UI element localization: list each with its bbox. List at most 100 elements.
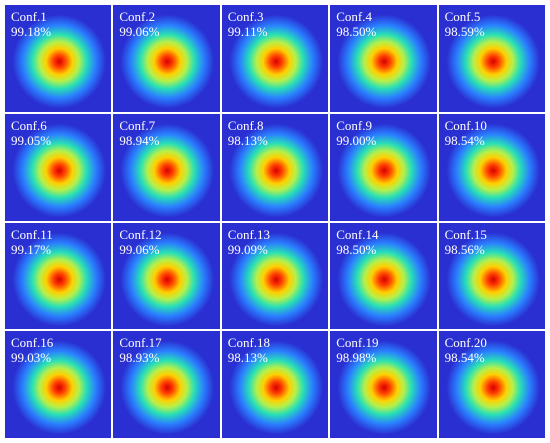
panel-label: Conf.20 98.54% (445, 335, 487, 365)
intensity-spot (438, 5, 545, 112)
heatmap-panel: Conf.19 98.98% (330, 331, 437, 438)
panel-label: Conf.17 98.93% (119, 335, 161, 365)
conf-label: Conf.1 (11, 9, 47, 24)
heatmap-panel: Conf.20 98.54% (438, 331, 545, 438)
intensity-spot (438, 113, 545, 221)
heatmap-panel: Conf.3 99.11% (221, 5, 329, 112)
heatmap-panel: Conf.16 99.03% (5, 331, 112, 438)
intensity-spot (438, 222, 545, 330)
percent-value: 98.54% (444, 350, 485, 366)
intensity-spot (221, 113, 329, 221)
panel-label: Conf.4 98.50% (336, 9, 376, 39)
heatmap-panel: Conf.5 98.59% (438, 5, 545, 112)
panel-label: Conf.11 99.17% (11, 227, 53, 257)
panel-label: Conf.15 98.56% (445, 227, 487, 257)
heatmap-panel: Conf.8 98.13% (221, 113, 329, 221)
heatmap-panel: Conf.13 99.09% (221, 222, 329, 330)
intensity-spot (113, 5, 220, 112)
conf-label: Conf.13 (227, 226, 271, 242)
conf-label: Conf.2 (119, 9, 156, 24)
intensity-spot (330, 222, 437, 330)
conf-label: Conf.18 (227, 335, 271, 351)
heatmap-panel: Conf.14 98.50% (330, 222, 437, 330)
conf-label: Conf.3 (227, 9, 264, 24)
percent-value: 98.93% (119, 350, 160, 366)
intensity-spot (330, 331, 437, 438)
conf-label: Conf.7 (119, 117, 156, 133)
panel-label: Conf.7 98.94% (119, 118, 159, 148)
heatmap-panel: Conf.17 98.93% (113, 331, 220, 438)
conf-label: Conf.6 (11, 117, 47, 133)
heatmap-panel: Conf.11 99.17% (5, 222, 112, 330)
intensity-spot (330, 5, 437, 112)
conf-label: Conf.5 (444, 9, 481, 24)
intensity-spot (5, 222, 112, 330)
heatmap-panel: Conf.15 98.56% (438, 222, 545, 330)
panel-label: Conf.13 99.09% (228, 227, 270, 257)
conf-label: Conf.9 (336, 117, 372, 133)
panel-label: Conf.9 99.00% (336, 118, 376, 148)
conf-label: Conf.12 (119, 226, 162, 242)
conf-label: Conf.17 (119, 335, 162, 351)
percent-value: 99.03% (11, 350, 52, 366)
intensity-spot (330, 113, 437, 221)
panel-label: Conf.19 98.98% (336, 335, 378, 365)
heatmap-panel: Conf.18 98.13% (221, 331, 329, 438)
heatmap-panel: Conf.10 98.54% (438, 113, 545, 221)
percent-value: 98.13% (227, 350, 268, 366)
panel-label: Conf.16 99.03% (11, 335, 53, 365)
percent-value: 99.09% (227, 241, 268, 257)
heatmap-grid: Conf.1 99.18% Conf.2 99.06% Conf.3 99.11% Conf… (5, 5, 545, 438)
conf-label: Conf.20 (444, 335, 487, 351)
percent-value: 98.13% (227, 132, 268, 148)
intensity-spot (5, 331, 112, 438)
percent-value: 98.56% (444, 241, 485, 257)
conf-label: Conf.16 (11, 335, 54, 351)
intensity-spot (5, 113, 112, 221)
panel-label: Conf.2 99.06% (119, 9, 159, 39)
intensity-spot (5, 5, 112, 112)
intensity-spot (221, 331, 329, 438)
panel-label: Conf.8 98.13% (228, 118, 268, 148)
conf-label: Conf.11 (11, 226, 53, 242)
heatmap-panel: Conf.12 99.06% (113, 222, 220, 330)
panel-label: Conf.18 98.13% (228, 335, 270, 365)
conf-label: Conf.14 (336, 226, 379, 242)
intensity-spot (438, 331, 545, 438)
panel-label: Conf.1 99.18% (11, 9, 51, 39)
percent-value: 98.54% (444, 132, 485, 148)
percent-value: 99.18% (11, 24, 52, 39)
heatmap-panel: Conf.2 99.06% (113, 5, 220, 112)
intensity-spot (113, 331, 220, 438)
percent-value: 99.06% (119, 24, 160, 39)
heatmap-panel: Conf.9 99.00% (330, 113, 437, 221)
heatmap-panel: Conf.4 98.50% (330, 5, 437, 112)
panel-label: Conf.14 98.50% (336, 227, 378, 257)
conf-label: Conf.19 (336, 335, 379, 351)
percent-value: 98.50% (336, 241, 377, 257)
percent-value: 99.06% (119, 241, 160, 257)
conf-label: Conf.15 (444, 226, 487, 242)
panel-label: Conf.3 99.11% (228, 9, 268, 39)
conf-label: Conf.10 (444, 117, 487, 133)
heatmap-panel: Conf.7 98.94% (113, 113, 220, 221)
percent-value: 99.00% (336, 132, 377, 148)
percent-value: 99.11% (227, 24, 268, 39)
conf-label: Conf.8 (227, 117, 264, 133)
intensity-spot (221, 222, 329, 330)
heatmap-panel: Conf.1 99.18% (5, 5, 112, 112)
percent-value: 98.98% (336, 350, 377, 366)
panel-label: Conf.5 98.59% (445, 9, 485, 39)
intensity-spot (113, 113, 220, 221)
percent-value: 98.59% (444, 24, 485, 39)
percent-value: 99.05% (11, 132, 52, 148)
intensity-spot (113, 222, 220, 330)
panel-label: Conf.12 99.06% (119, 227, 161, 257)
percent-value: 99.17% (11, 241, 52, 257)
panel-label: Conf.10 98.54% (445, 118, 487, 148)
panel-label: Conf.6 99.05% (11, 118, 51, 148)
percent-value: 98.94% (119, 132, 160, 148)
heatmap-panel: Conf.6 99.05% (5, 113, 112, 221)
intensity-spot (221, 5, 329, 112)
percent-value: 98.50% (336, 24, 377, 39)
